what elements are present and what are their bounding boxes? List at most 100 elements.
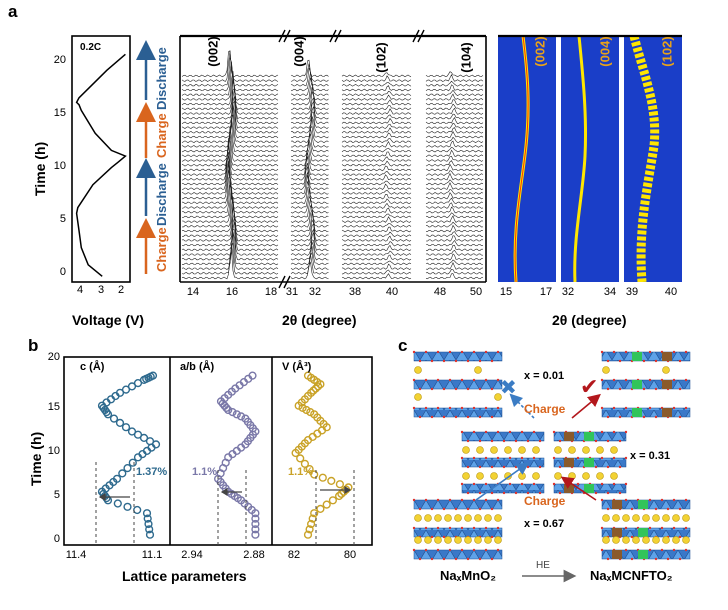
sodium-atom [582, 446, 590, 454]
oxygen-atom [412, 406, 416, 410]
oxygen-atom [436, 378, 440, 382]
lattice-point [303, 530, 313, 539]
lattice-point [303, 371, 313, 380]
oxygen-atom [490, 557, 494, 561]
xrd-tick: 48 [433, 286, 447, 298]
xrd-pattern-line [290, 118, 329, 139]
oxygen-atom [484, 350, 488, 354]
oxygen-atom [448, 498, 452, 502]
xrd-pattern-line [181, 201, 279, 233]
sodium-atom [682, 536, 690, 544]
xrd-tick: 14 [186, 286, 200, 298]
lattice-point [111, 391, 120, 401]
xrd-pattern-line [425, 170, 484, 176]
oxygen-atom [460, 498, 464, 502]
lattice-point [232, 410, 241, 419]
xrd-tick: 31 [285, 286, 299, 298]
oxygen-atom [508, 482, 512, 486]
lattice-point [219, 481, 228, 490]
oxygen-atom [618, 415, 622, 419]
oxygen-atom [630, 359, 634, 363]
sodium-atom [464, 514, 472, 522]
xrd-pattern-line [181, 131, 279, 162]
lattice-point [307, 373, 316, 382]
oxygen-atom [672, 350, 676, 354]
xrd-pattern-line [181, 184, 279, 214]
oxygen-atom [484, 406, 488, 410]
xrd-pattern-line [181, 233, 279, 266]
oxygen-atom [564, 482, 568, 486]
xrd-pattern-line [181, 106, 279, 139]
octahedral-layer [413, 379, 503, 390]
voltage-curve [75, 53, 127, 277]
contour-label-004: (004) [597, 36, 613, 67]
voltage-tick: 2 [117, 284, 125, 296]
oxygen-atom [606, 359, 610, 363]
dopant-site [584, 432, 594, 441]
oxygen-atom [490, 535, 494, 539]
lattice-tick: 82 [287, 549, 301, 561]
voltage-tick: 4 [76, 284, 84, 296]
peak-label-102: (102) [373, 42, 389, 73]
xrd-pattern-line [290, 91, 329, 111]
sodium-atom [490, 472, 498, 480]
oxygen-atom [526, 465, 530, 469]
lattice-point [291, 448, 300, 458]
xrd-pattern-line [181, 242, 279, 270]
lattice-point [142, 374, 151, 383]
oxygen-atom [412, 526, 416, 530]
sodium-atom [494, 536, 502, 544]
oxygen-atom [454, 535, 458, 539]
xrd-pattern-line [425, 244, 483, 252]
xrd-pattern-line [341, 260, 412, 266]
lattice-point [308, 432, 317, 442]
xrd-pattern-line [290, 125, 329, 143]
time-axis-title: Time (h) [32, 141, 48, 196]
sodium-atom [662, 536, 670, 544]
oxygen-atom [472, 378, 476, 382]
oxygen-atom [642, 507, 646, 511]
oxygen-atom [606, 465, 610, 469]
xrd-pattern-line [181, 228, 279, 256]
oxygen-atom [600, 430, 604, 434]
xrd-pattern-line [181, 61, 279, 92]
oxygen-atom [624, 430, 628, 434]
sodium-atom [454, 514, 462, 522]
lattice-point [310, 375, 319, 385]
sodium-atom [596, 472, 604, 480]
oxygen-atom [538, 465, 542, 469]
oxygen-atom [570, 439, 574, 443]
oxygen-atom [672, 498, 676, 502]
lattice-point [144, 519, 153, 529]
oxygen-atom [538, 439, 542, 443]
oxygen-atom [478, 491, 482, 495]
xrd-pattern-line [290, 204, 329, 223]
lattice-point [121, 385, 131, 394]
lattice-point [337, 489, 346, 499]
oxygen-atom [424, 548, 428, 552]
xrd-pattern-line [425, 149, 484, 158]
lattice-point [309, 386, 318, 395]
lattice-point [239, 378, 249, 387]
xrd-pattern-line [425, 235, 484, 242]
lattice-point [109, 477, 118, 487]
sodium-atom [414, 393, 422, 401]
lattice-point [318, 473, 327, 482]
xrd-pattern-line [341, 241, 412, 247]
oxygen-atom [654, 359, 658, 363]
lattice-point [142, 446, 152, 456]
sodium-atom [652, 514, 660, 522]
xrd-pattern-line [425, 136, 484, 143]
lattice-point [115, 388, 125, 397]
oxygen-atom [436, 406, 440, 410]
oxygen-atom [606, 415, 610, 419]
charge-label: Charge [154, 113, 169, 158]
lattice-point [344, 483, 353, 492]
xrd-pattern-line [290, 188, 329, 209]
xrd-pattern-line [290, 261, 329, 280]
oxygen-atom [576, 430, 580, 434]
xrd-pattern-line [425, 182, 484, 190]
lattice-point [294, 401, 303, 410]
lattice-point [243, 437, 253, 446]
oxygen-atom [624, 548, 628, 552]
